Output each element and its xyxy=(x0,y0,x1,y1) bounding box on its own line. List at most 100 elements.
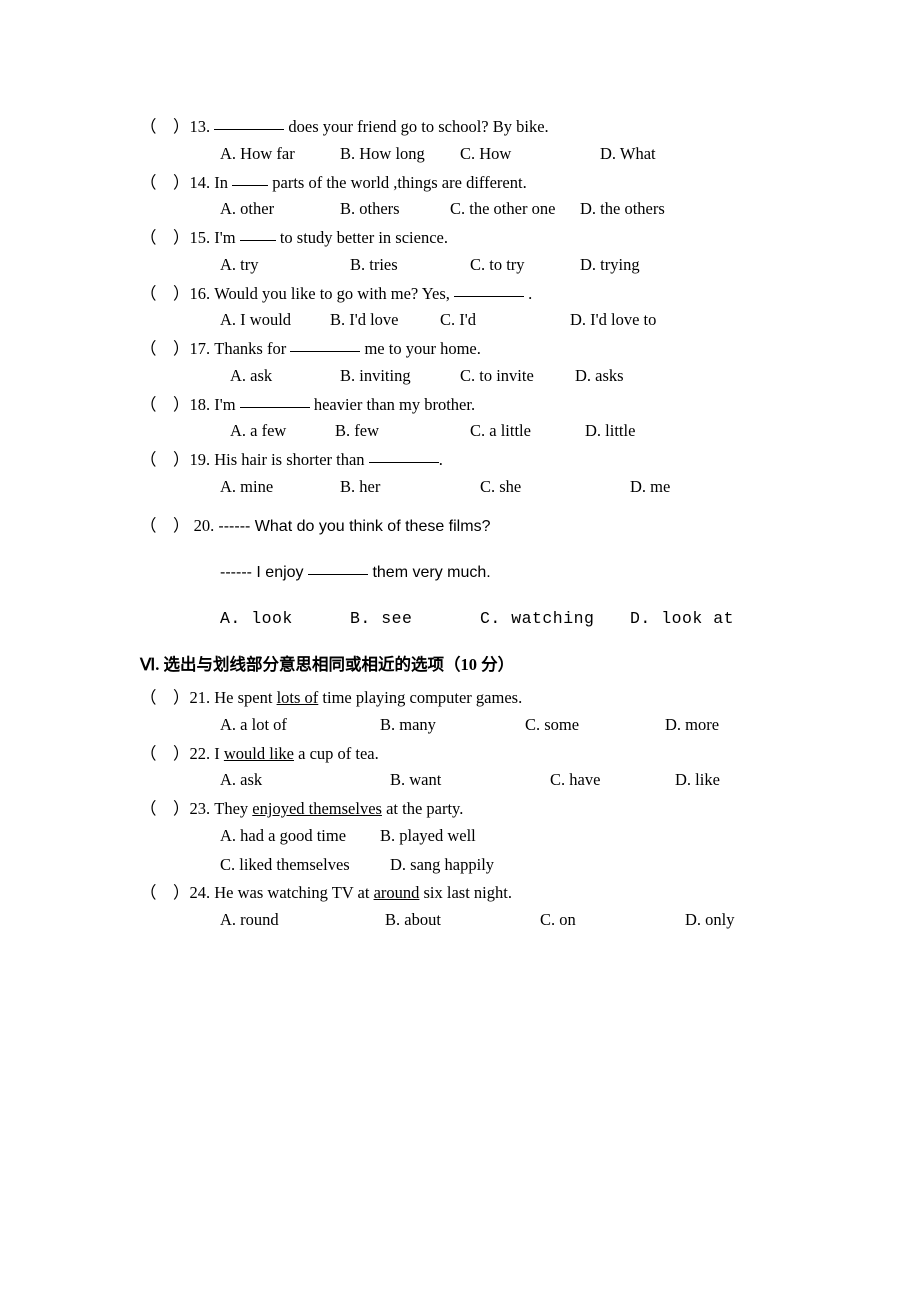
option[interactable]: C. liked themselves xyxy=(220,853,390,878)
option[interactable]: C. I'd xyxy=(440,308,570,333)
option[interactable]: B. How long xyxy=(340,142,460,167)
option[interactable]: B. played well xyxy=(380,824,476,849)
stem-post: at the party. xyxy=(382,799,463,818)
option[interactable]: A. look xyxy=(220,607,350,632)
option[interactable]: A. ask xyxy=(230,364,340,389)
blank[interactable] xyxy=(240,240,276,241)
answer-paren[interactable]: （ ） xyxy=(140,284,190,303)
question-stem: （ ）21. He spent lots of time playing com… xyxy=(140,686,780,711)
option[interactable]: C. watching xyxy=(480,607,630,632)
option[interactable]: D. me xyxy=(630,475,670,500)
question-stem: （ ）22. I would like a cup of tea. xyxy=(140,742,780,767)
option[interactable]: C. to invite xyxy=(460,364,575,389)
option[interactable]: B. see xyxy=(350,607,480,632)
option[interactable]: A. a lot of xyxy=(220,713,380,738)
option[interactable]: A. try xyxy=(220,253,350,278)
option[interactable]: C. How xyxy=(460,142,600,167)
question-stem: （ ）19. His hair is shorter than . xyxy=(140,448,780,473)
option[interactable]: D. only xyxy=(685,908,735,933)
blank[interactable] xyxy=(290,351,360,352)
blank[interactable] xyxy=(232,185,268,186)
option[interactable]: D. like xyxy=(675,768,720,793)
option[interactable]: A. ask xyxy=(220,768,390,793)
blank[interactable] xyxy=(214,129,284,130)
stem-pre: His hair is shorter than xyxy=(214,450,368,469)
option[interactable]: A. a few xyxy=(230,419,335,444)
question-number: 16. xyxy=(190,284,215,303)
question-stem: （ ）13. does your friend go to school? By… xyxy=(140,115,780,140)
stem-post: time playing computer games. xyxy=(318,688,522,707)
option[interactable]: D. more xyxy=(665,713,719,738)
option[interactable]: C. some xyxy=(525,713,665,738)
answer-paren[interactable]: （ ） xyxy=(140,173,190,192)
option[interactable]: A. I would xyxy=(220,308,330,333)
option[interactable]: D. sang happily xyxy=(390,853,494,878)
question-number: 20. xyxy=(194,516,215,535)
option[interactable]: B. many xyxy=(380,713,525,738)
option[interactable]: A. mine xyxy=(220,475,340,500)
option[interactable]: D. the others xyxy=(580,197,665,222)
stem-post: parts of the world ,things are different… xyxy=(268,173,527,192)
answer-paren[interactable]: （ ） xyxy=(140,688,190,707)
option[interactable]: A. round xyxy=(220,908,385,933)
options-row: A. otherB. othersC. the other oneD. the … xyxy=(140,197,780,222)
stem-pre: I'm xyxy=(214,395,239,414)
option[interactable]: C. have xyxy=(550,768,675,793)
answer-paren[interactable]: （ ） xyxy=(140,516,190,535)
page: （ ）13. does your friend go to school? By… xyxy=(0,0,920,1302)
option[interactable]: D. What xyxy=(600,142,656,167)
option[interactable]: B. her xyxy=(340,475,480,500)
answer-paren[interactable]: （ ） xyxy=(140,799,190,818)
option[interactable]: A. How far xyxy=(220,142,340,167)
option[interactable]: A. other xyxy=(220,197,340,222)
options-row: A. tryB. triesC. to tryD. trying xyxy=(140,253,780,278)
stem-pre: They xyxy=(214,799,252,818)
option[interactable]: B. few xyxy=(335,419,470,444)
blank[interactable] xyxy=(369,462,439,463)
answer-paren[interactable]: （ ） xyxy=(140,450,190,469)
option[interactable]: D. look at xyxy=(630,607,734,632)
question-number: 24. xyxy=(190,883,215,902)
options-row: A. roundB. aboutC. onD. only xyxy=(140,908,780,933)
option[interactable]: D. trying xyxy=(580,253,640,278)
stem-pre: Thanks for xyxy=(214,339,290,358)
options-row: A. a lot ofB. manyC. someD. more xyxy=(140,713,780,738)
options-row: A. I wouldB. I'd loveC. I'dD. I'd love t… xyxy=(140,308,780,333)
question-stem: （ ）14. In parts of the world ,things are… xyxy=(140,171,780,196)
blank[interactable] xyxy=(240,407,310,408)
option[interactable]: A. had a good time xyxy=(220,824,380,849)
options-row: A. askB. invitingC. to inviteD. asks xyxy=(140,364,780,389)
option[interactable]: C. a little xyxy=(470,419,585,444)
option[interactable]: B. inviting xyxy=(340,364,460,389)
answer-paren[interactable]: （ ） xyxy=(140,117,190,136)
options-row: A. mineB. herC. sheD. me xyxy=(140,475,780,500)
option[interactable]: B. I'd love xyxy=(330,308,440,333)
options-row: C. liked themselvesD. sang happily xyxy=(140,853,780,878)
option[interactable]: C. on xyxy=(540,908,685,933)
option[interactable]: D. asks xyxy=(575,364,624,389)
stem-post: . xyxy=(524,284,532,303)
option[interactable]: B. tries xyxy=(350,253,470,278)
option[interactable]: D. little xyxy=(585,419,635,444)
option[interactable]: B. want xyxy=(390,768,550,793)
answer-paren[interactable]: （ ） xyxy=(140,883,190,902)
option[interactable]: C. to try xyxy=(470,253,580,278)
question-stem: （ ）17. Thanks for me to your home. xyxy=(140,337,780,362)
answer-paren[interactable]: （ ） xyxy=(140,744,190,763)
stem-post: heavier than my brother. xyxy=(310,395,475,414)
question: （ ）17. Thanks for me to your home.A. ask… xyxy=(140,337,780,389)
option[interactable]: D. I'd love to xyxy=(570,308,656,333)
question: （ ）18. I'm heavier than my brother.A. a … xyxy=(140,393,780,445)
answer-paren[interactable]: （ ） xyxy=(140,228,190,247)
option[interactable]: C. the other one xyxy=(450,197,580,222)
option[interactable]: C. she xyxy=(480,475,630,500)
option[interactable]: B. about xyxy=(385,908,540,933)
answer-paren[interactable]: （ ） xyxy=(140,395,190,414)
stem-pre: I xyxy=(214,744,224,763)
blank[interactable] xyxy=(454,296,524,297)
option[interactable]: B. others xyxy=(340,197,450,222)
stem-post: . xyxy=(439,450,443,469)
options-row: A. a fewB. fewC. a littleD. little xyxy=(140,419,780,444)
answer-paren[interactable]: （ ） xyxy=(140,339,190,358)
underlined-phrase: would like xyxy=(224,744,294,763)
